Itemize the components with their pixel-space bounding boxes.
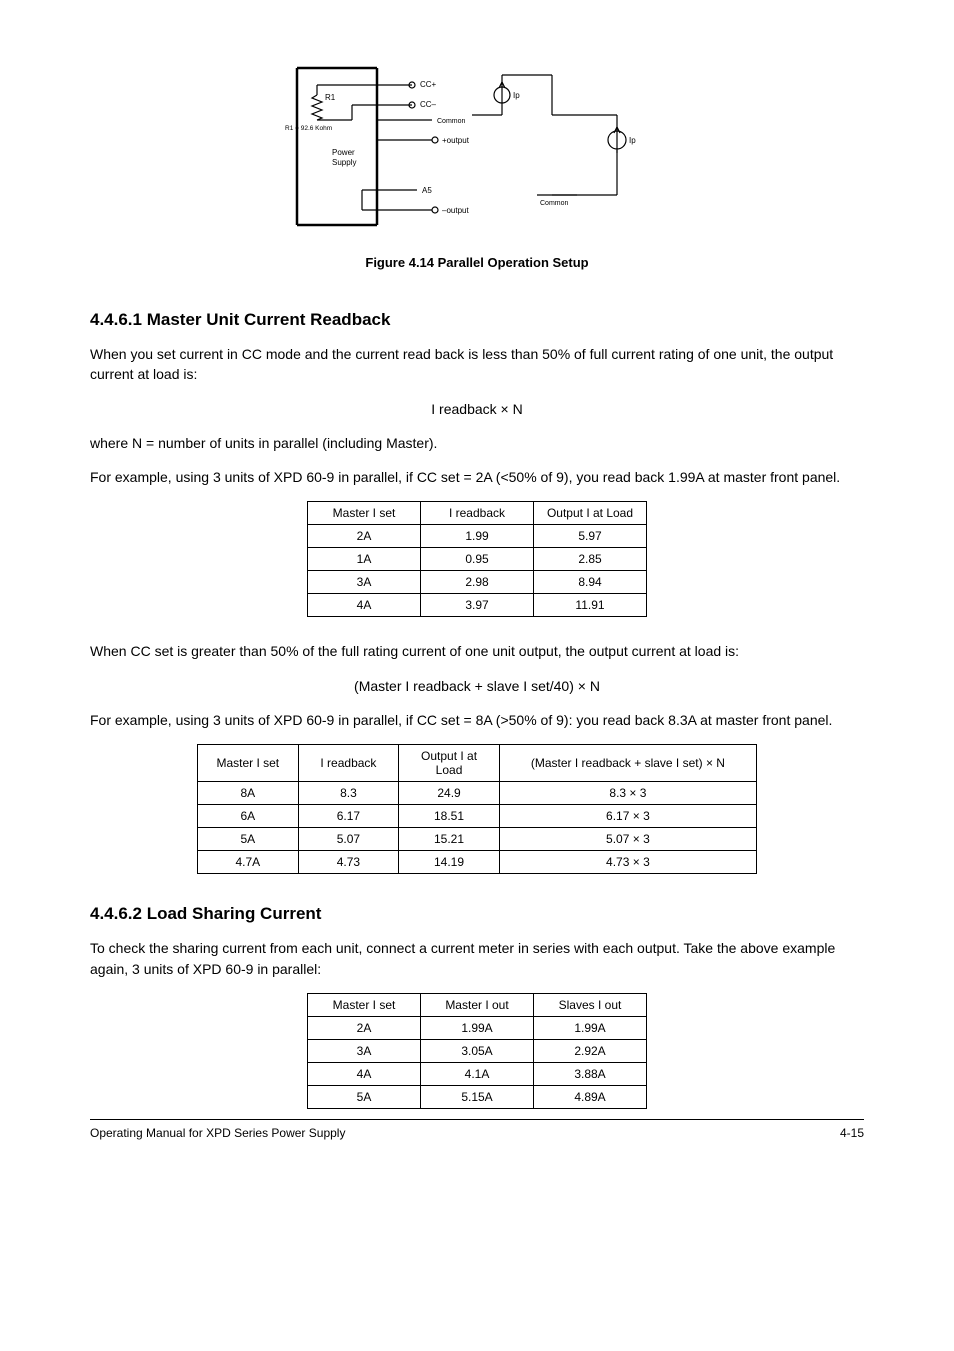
table2: Master I set I readback Output I at Load… — [197, 744, 757, 874]
table-row: Master I set I readback Output I at Load — [308, 502, 647, 525]
td: 5.07 × 3 — [499, 828, 756, 851]
th: I readback — [298, 745, 399, 782]
td: 8.94 — [534, 571, 647, 594]
th: Master I set — [198, 745, 299, 782]
th: (Master I readback + slave I set) × N — [499, 745, 756, 782]
td: 3A — [308, 1039, 421, 1062]
th: Master I out — [421, 993, 534, 1016]
label-plusout: +output — [442, 136, 470, 145]
label-ip1: Ip — [513, 91, 520, 100]
td: 24.9 — [399, 782, 500, 805]
td: 3.97 — [421, 594, 534, 617]
td: 4.89A — [534, 1085, 647, 1108]
footer-right: 4-15 — [840, 1126, 864, 1140]
section1-title: 4.4.6.1 Master Unit Current Readback — [90, 310, 864, 330]
td: 2A — [308, 1016, 421, 1039]
td: 15.21 — [399, 828, 500, 851]
table-row: 2A 1.99 5.97 — [308, 525, 647, 548]
label-ccminus: CC– — [420, 100, 437, 109]
td: 2.98 — [421, 571, 534, 594]
page-footer: Operating Manual for XPD Series Power Su… — [90, 1126, 864, 1140]
label-ps1: Power — [332, 148, 355, 157]
label-common1: Common — [437, 118, 466, 125]
section2-para2: For example, using 3 units of XPD 60-9 i… — [90, 710, 864, 730]
table-row: 3A 2.98 8.94 — [308, 571, 647, 594]
section3-title: 4.4.6.2 Load Sharing Current — [90, 904, 864, 924]
table-row: 4A 4.1A 3.88A — [308, 1062, 647, 1085]
label-ip2: Ip — [629, 136, 636, 145]
td: 4.1A — [421, 1062, 534, 1085]
td: 0.95 — [421, 548, 534, 571]
table-row: Master I set Master I out Slaves I out — [308, 993, 647, 1016]
td: 1.99A — [421, 1016, 534, 1039]
table-row: 1A 0.95 2.85 — [308, 548, 647, 571]
td: 2.85 — [534, 548, 647, 571]
section1-para3: For example, using 3 units of XPD 60-9 i… — [90, 467, 864, 487]
td: 4A — [308, 1062, 421, 1085]
td: 4.73 × 3 — [499, 851, 756, 874]
td: 1.99A — [534, 1016, 647, 1039]
th: Output I at Load — [534, 502, 647, 525]
table-row: Master I set I readback Output I at Load… — [198, 745, 757, 782]
label-ccplus: CC+ — [420, 80, 437, 89]
figure-block: R1 R1 = 92.6 Kohm Power Supply CC+ CC– C… — [90, 60, 864, 270]
label-a5: A5 — [422, 186, 432, 195]
table-row: 5A 5.15A 4.89A — [308, 1085, 647, 1108]
th: Slaves I out — [534, 993, 647, 1016]
table-row: 4.7A 4.73 14.19 4.73 × 3 — [198, 851, 757, 874]
td: 6.17 × 3 — [499, 805, 756, 828]
td: 3.88A — [534, 1062, 647, 1085]
td: 6A — [198, 805, 299, 828]
td: 8.3 × 3 — [499, 782, 756, 805]
th: Output I at Load — [399, 745, 500, 782]
table-row: 4A 3.97 11.91 — [308, 594, 647, 617]
td: 14.19 — [399, 851, 500, 874]
label-r1-value: R1 = 92.6 Kohm — [285, 125, 332, 132]
td: 1A — [308, 548, 421, 571]
section2-para1: When CC set is greater than 50% of the f… — [90, 641, 864, 661]
td: 8A — [198, 782, 299, 805]
page-content: R1 R1 = 92.6 Kohm Power Supply CC+ CC– C… — [90, 60, 864, 1140]
table-row: 2A 1.99A 1.99A — [308, 1016, 647, 1039]
table1: Master I set I readback Output I at Load… — [307, 501, 647, 617]
th: Master I set — [308, 993, 421, 1016]
circuit-diagram: R1 R1 = 92.6 Kohm Power Supply CC+ CC– C… — [277, 60, 677, 240]
td: 4A — [308, 594, 421, 617]
td: 3A — [308, 571, 421, 594]
td: 11.91 — [534, 594, 647, 617]
td: 4.73 — [298, 851, 399, 874]
td: 18.51 — [399, 805, 500, 828]
footer-rule — [90, 1119, 864, 1120]
td: 5.97 — [534, 525, 647, 548]
td: 1.99 — [421, 525, 534, 548]
footer-left: Operating Manual for XPD Series Power Su… — [90, 1126, 345, 1140]
td: 4.7A — [198, 851, 299, 874]
label-ps2: Supply — [332, 158, 356, 167]
td: 5.15A — [421, 1085, 534, 1108]
td: 3.05A — [421, 1039, 534, 1062]
section1-para2: where N = number of units in parallel (i… — [90, 433, 864, 453]
td: 5A — [308, 1085, 421, 1108]
td: 2.92A — [534, 1039, 647, 1062]
section1-formula: I readback × N — [90, 399, 864, 419]
label-common2: Common — [540, 200, 569, 207]
table-row: 3A 3.05A 2.92A — [308, 1039, 647, 1062]
table3: Master I set Master I out Slaves I out 2… — [307, 993, 647, 1109]
section2-formula: (Master I readback + slave I set/40) × N — [90, 676, 864, 696]
th: I readback — [421, 502, 534, 525]
table-row: 8A 8.3 24.9 8.3 × 3 — [198, 782, 757, 805]
label-r1: R1 — [325, 93, 336, 102]
td: 2A — [308, 525, 421, 548]
td: 5.07 — [298, 828, 399, 851]
section1-para1: When you set current in CC mode and the … — [90, 344, 864, 385]
figure-caption: Figure 4.14 Parallel Operation Setup — [90, 255, 864, 270]
th: Master I set — [308, 502, 421, 525]
section3-para1: To check the sharing current from each u… — [90, 938, 864, 979]
td: 6.17 — [298, 805, 399, 828]
label-minusout: –output — [442, 206, 469, 215]
table-row: 5A 5.07 15.21 5.07 × 3 — [198, 828, 757, 851]
td: 5A — [198, 828, 299, 851]
table-row: 6A 6.17 18.51 6.17 × 3 — [198, 805, 757, 828]
td: 8.3 — [298, 782, 399, 805]
